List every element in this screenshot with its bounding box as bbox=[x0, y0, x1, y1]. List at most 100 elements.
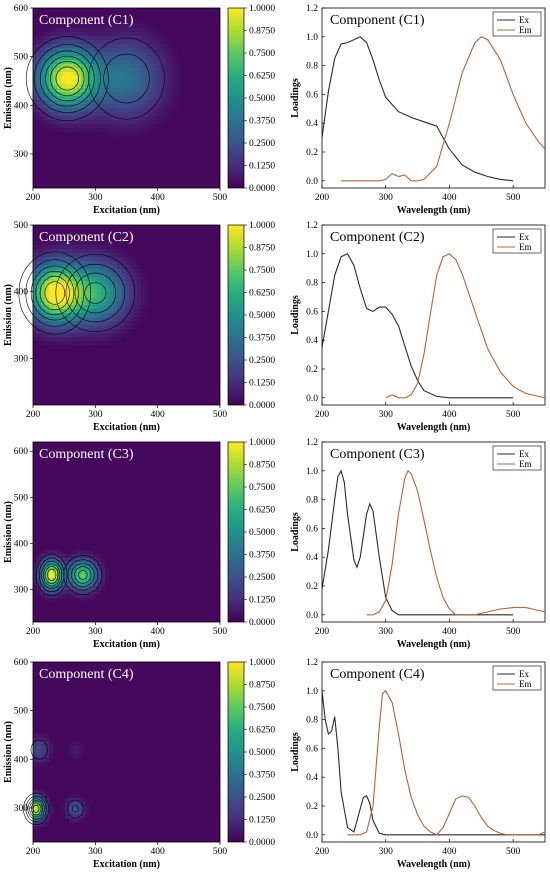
heatmap-cell bbox=[121, 297, 126, 302]
heatmap-cell bbox=[57, 273, 62, 278]
heatmap-cell bbox=[109, 100, 114, 105]
heatmap-cell bbox=[157, 80, 162, 85]
heatmap-cell bbox=[153, 88, 158, 93]
heatmap-cell bbox=[109, 96, 114, 101]
heatmap-cell bbox=[141, 313, 146, 318]
heatmap-cell bbox=[45, 309, 50, 314]
colorbar-gradient bbox=[227, 441, 245, 623]
colorbar-tick-label: 0.0000 bbox=[249, 401, 275, 411]
heatmap-cell bbox=[65, 36, 70, 41]
heatmap-cell bbox=[93, 112, 98, 117]
contour-lines bbox=[25, 36, 165, 121]
heatmap-cell bbox=[69, 289, 74, 294]
heatmap-cell bbox=[69, 293, 74, 298]
heatmap-cell bbox=[77, 116, 82, 121]
heatmap-cell bbox=[105, 84, 110, 89]
heatmap-cell bbox=[141, 108, 146, 113]
heatmap-cell bbox=[149, 56, 154, 61]
heatmap-cell bbox=[93, 594, 98, 599]
heatmap-cell bbox=[125, 28, 130, 33]
heatmap-cell bbox=[129, 44, 134, 49]
heatmap-cell bbox=[129, 28, 134, 33]
heatmap-cell bbox=[117, 40, 122, 45]
heatmap-cell bbox=[89, 44, 94, 49]
heatmap-cell bbox=[41, 325, 46, 330]
heatmap-cell bbox=[49, 289, 54, 294]
heatmap-cell bbox=[157, 92, 162, 97]
heatmap-cell bbox=[129, 68, 134, 73]
heatmap-cell bbox=[149, 64, 154, 69]
heatmap-cell bbox=[53, 40, 58, 45]
heatmap-cell bbox=[93, 96, 98, 101]
heatmap-cell bbox=[81, 301, 86, 306]
heatmap-cell bbox=[33, 305, 38, 310]
heatmap-cell bbox=[61, 108, 66, 113]
heatmap-cell bbox=[85, 76, 90, 81]
heatmap-cell bbox=[45, 289, 50, 294]
heatmap-cell bbox=[33, 48, 38, 53]
heatmap-cell bbox=[33, 822, 38, 827]
heatmap-cell bbox=[73, 36, 78, 41]
y-tick-label: 1.0 bbox=[306, 250, 318, 260]
heatmap-cell bbox=[133, 92, 138, 97]
heatmap-cell bbox=[145, 293, 150, 298]
heatmap-cell bbox=[101, 325, 106, 330]
heatmap-cell bbox=[105, 104, 110, 109]
colorbar-tick-label: 0.8750 bbox=[249, 681, 275, 691]
heatmap-cell bbox=[145, 72, 150, 77]
heatmap-cell bbox=[93, 269, 98, 274]
heatmap-cell bbox=[93, 56, 98, 61]
heatmap-cell bbox=[141, 305, 146, 310]
heatmap-cell bbox=[77, 301, 82, 306]
heatmap-cell bbox=[85, 269, 90, 274]
heatmap-cell bbox=[61, 317, 66, 322]
heatmap-cell bbox=[77, 293, 82, 298]
heatmap-cell bbox=[97, 582, 102, 587]
heatmap-cell bbox=[97, 60, 102, 65]
heatmap-cell bbox=[69, 562, 74, 567]
contour-line bbox=[74, 566, 92, 584]
heatmap-cell bbox=[145, 289, 150, 294]
heatmap-cell bbox=[125, 80, 130, 85]
heatmap-cell bbox=[73, 329, 78, 334]
heatmap-cell bbox=[165, 40, 170, 45]
heatmap-cell bbox=[97, 574, 102, 579]
contour-line bbox=[84, 282, 107, 304]
heatmap-cell bbox=[121, 333, 126, 338]
heatmap-cell bbox=[85, 554, 90, 559]
heatmap-cell bbox=[49, 48, 54, 53]
heatmap-cell bbox=[149, 108, 154, 113]
heatmap-cell bbox=[89, 317, 94, 322]
heatmap-cell bbox=[133, 277, 138, 282]
y-tick-label: 0.4 bbox=[306, 553, 318, 563]
heatmap-cell bbox=[89, 293, 94, 298]
heatmap-cell bbox=[57, 100, 62, 105]
heatmap-cell bbox=[149, 80, 154, 85]
heatmap-cell bbox=[93, 333, 98, 338]
heatmap-cell bbox=[41, 810, 46, 815]
heatmap-cell bbox=[97, 249, 102, 254]
heatmap-cell bbox=[81, 64, 86, 69]
heatmap-cell bbox=[81, 253, 86, 258]
heatmap-cell bbox=[169, 56, 174, 61]
heatmap-cell bbox=[33, 742, 38, 747]
heatmap-cell bbox=[85, 325, 90, 330]
heatmap-cell bbox=[65, 64, 70, 69]
heatmap-cell bbox=[41, 305, 46, 310]
heatmap-cell bbox=[177, 96, 182, 101]
heatmap-cell bbox=[161, 84, 166, 89]
heatmap-cell bbox=[49, 594, 54, 599]
heatmap-cell bbox=[89, 578, 94, 583]
heatmap-cell bbox=[101, 277, 106, 282]
heatmap-cell bbox=[165, 72, 170, 77]
heatmap-cell bbox=[85, 802, 90, 807]
heatmap-cell bbox=[117, 128, 122, 133]
heatmap-cell bbox=[69, 261, 74, 266]
heatmap-cell bbox=[157, 84, 162, 89]
heatmap-cell bbox=[81, 273, 86, 278]
heatmap-cell bbox=[97, 341, 102, 346]
heatmap-cell bbox=[33, 814, 38, 819]
heatmap-cell bbox=[101, 578, 106, 583]
heatmap-cell bbox=[61, 249, 66, 254]
heatmap-cell bbox=[49, 570, 54, 575]
